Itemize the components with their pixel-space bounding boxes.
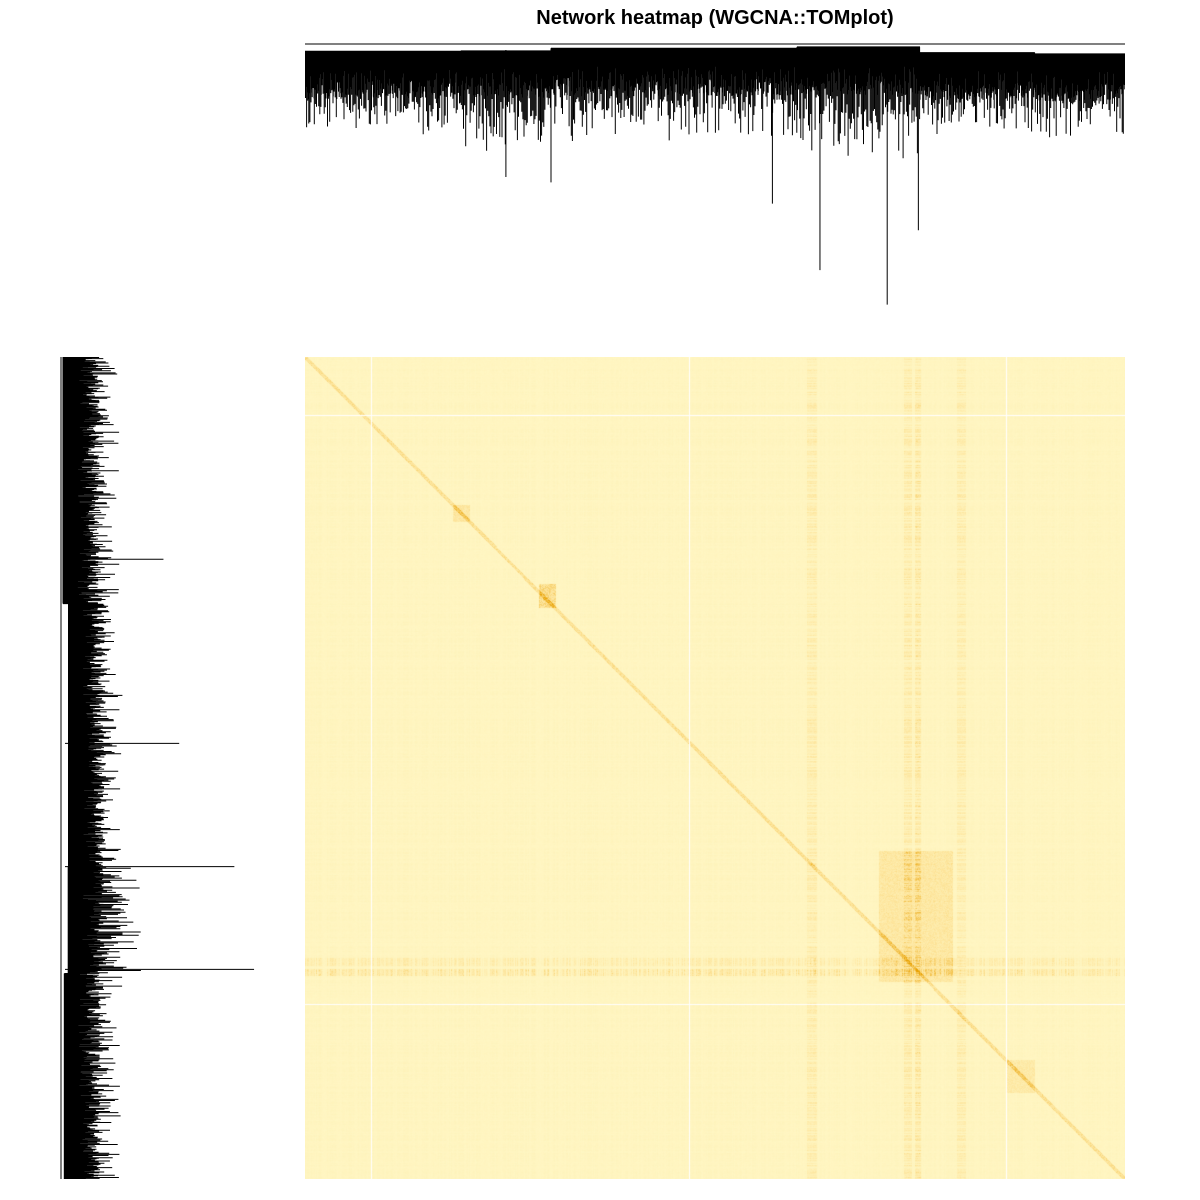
left-dendrogram <box>60 357 255 1179</box>
tom-heatmap <box>305 357 1125 1179</box>
left-dendrogram-leaves <box>60 357 141 1179</box>
left-dendrogram-branches <box>60 357 255 1179</box>
top-dendrogram-branches <box>305 43 1125 305</box>
top-dendrogram-leaves <box>305 43 1125 159</box>
chart-title: Network heatmap (WGCNA::TOMplot) <box>536 7 894 29</box>
top-dendrogram <box>305 43 1125 305</box>
